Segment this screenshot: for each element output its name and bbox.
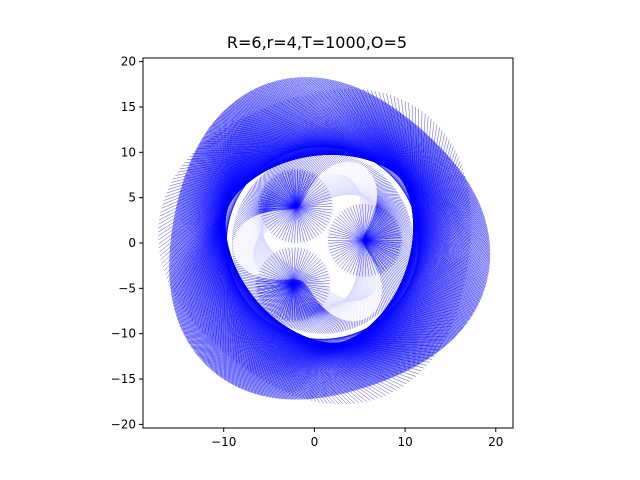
x-tick-label: 20 [488, 435, 503, 449]
y-tick-label: −20 [111, 417, 136, 431]
x-tick-label: −10 [211, 435, 236, 449]
spirograph-lines [158, 76, 491, 405]
y-tick-label: −15 [111, 372, 136, 386]
inner-trefoil-hole [232, 161, 382, 322]
chart-title: R=6,r=4,T=1000,O=5 [227, 33, 407, 52]
y-tick-label: 10 [121, 145, 136, 159]
y-tick-label: −5 [118, 281, 136, 295]
x-axis: −10 0 10 20 [211, 428, 503, 449]
lobe-fan-lines [257, 170, 401, 321]
x-tick-label: 0 [311, 435, 319, 449]
y-tick-label: 5 [128, 191, 136, 205]
y-tick-label: 0 [128, 236, 136, 250]
y-tick-label: 20 [121, 55, 136, 69]
y-tick-label: 15 [121, 100, 136, 114]
x-tick-label: 10 [397, 435, 412, 449]
plot-area [142, 57, 514, 429]
y-axis: −20 −15 −10 −5 0 5 10 15 20 [111, 55, 143, 431]
y-tick-label: −10 [111, 327, 136, 341]
